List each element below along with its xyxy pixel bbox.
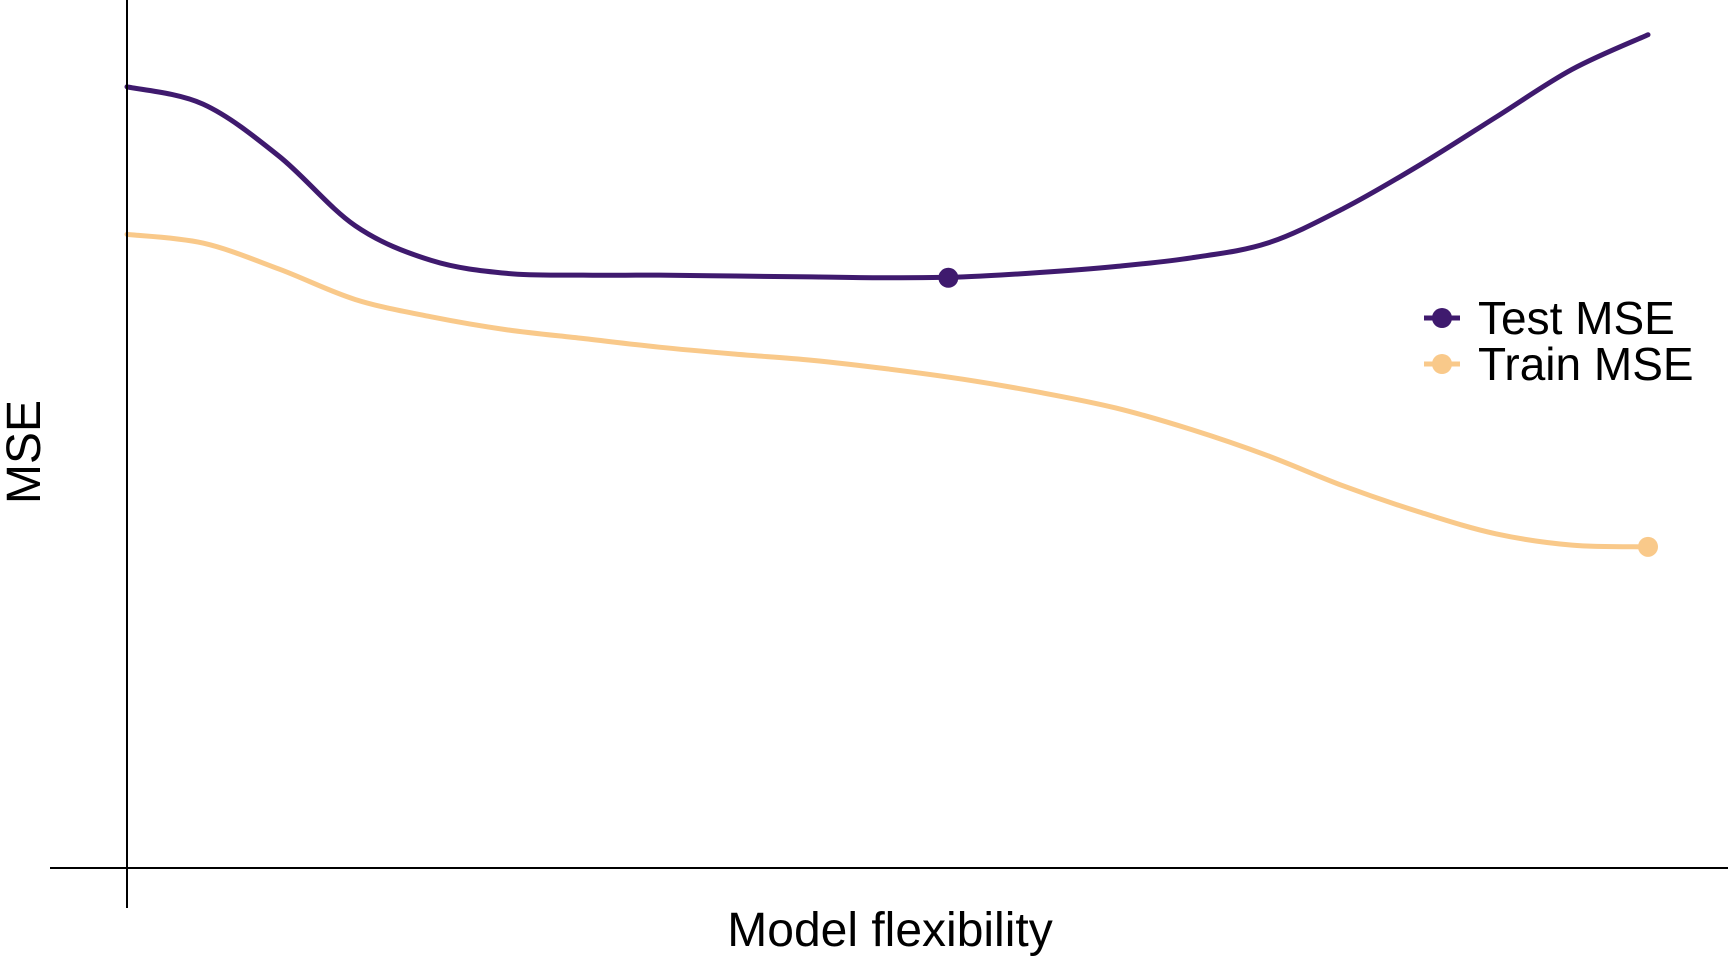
test-mse-line <box>124 32 1651 281</box>
train-mse-line <box>124 231 1651 550</box>
legend-item-train-mse: Train MSE <box>1424 338 1694 390</box>
train-mse-min-point <box>1638 536 1658 557</box>
legend-item-test-mse: Test MSE <box>1424 292 1675 344</box>
legend-key-point <box>1432 354 1452 374</box>
legend-label: Train MSE <box>1478 338 1694 390</box>
test-mse-min-point <box>938 267 959 288</box>
x-axis-title: Model flexibility <box>727 904 1052 957</box>
legend-label: Test MSE <box>1478 292 1675 344</box>
y-axis-title: MSE <box>0 400 51 504</box>
plot-area <box>124 32 1658 557</box>
legend-key-point <box>1432 308 1452 328</box>
